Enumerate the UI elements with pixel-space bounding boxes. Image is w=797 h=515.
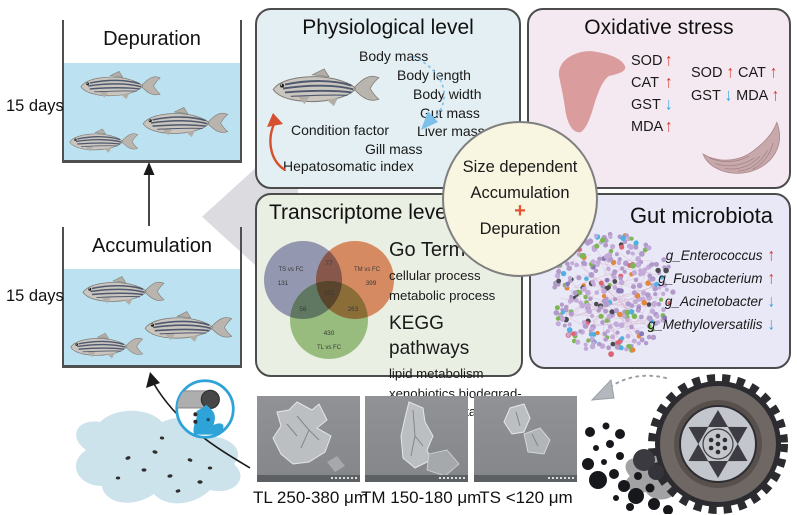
venn-count: 131 — [278, 280, 289, 287]
taxon-row: g_Enterococcus ↑ — [665, 245, 776, 266]
taxon-row: g_Methyloversatilis ↓ — [647, 314, 776, 335]
up-arrow-icon: ↑ — [767, 268, 776, 289]
venn-count: 151 — [324, 290, 335, 297]
arrow-accumulation-to-depuration — [143, 162, 155, 226]
sem-image-ts — [474, 396, 577, 482]
gill-marker-row: SOD ↑ CAT ↑ — [691, 62, 778, 83]
zebrafish-icon — [69, 128, 139, 154]
sem-scalebar — [365, 475, 468, 482]
liver-icon — [558, 51, 626, 133]
down-arrow-icon: ↓ — [724, 85, 733, 106]
condition-factor: Condition factor — [291, 122, 390, 138]
sem-image-tm — [365, 396, 468, 482]
zebrafish-icon — [144, 310, 233, 343]
summary-line-1: Size dependent — [462, 158, 578, 177]
taxon-row: g_Acinetobacter ↓ — [664, 291, 776, 312]
tire-wheel — [648, 374, 788, 514]
sem-images: TL 250-380 μm TM 150-180 μm TS <120 μm — [253, 396, 577, 512]
zebrafish-icon — [142, 106, 229, 138]
microbiota-network — [552, 231, 676, 357]
liver-marker-row: CAT ↑ — [631, 72, 673, 93]
gill-icon — [702, 121, 780, 174]
oxidative-title: Oxidative stress — [584, 16, 734, 39]
up-arrow-icon: ↑ — [726, 62, 734, 83]
accumulation-label: Accumulation — [91, 235, 213, 257]
go-term: cellular process — [389, 268, 481, 283]
venn-set-tm: TM vs FC — [354, 267, 381, 273]
down-arrow-icon: ↓ — [665, 94, 673, 115]
sem-scalebar — [474, 475, 577, 482]
dashed-decrease-arrow-icon — [412, 55, 445, 130]
depuration-duration: 15 days — [6, 97, 64, 115]
venn-set-tl: TL vs FC — [317, 345, 342, 351]
plus-sign: + — [514, 200, 526, 223]
accumulation-duration: 15 days — [6, 287, 64, 305]
sem-image-tl — [257, 396, 360, 482]
sem-label-tm: TM 150-180 μm — [361, 488, 482, 507]
transcriptome-title: Transcriptome level — [269, 201, 452, 224]
kegg-term: lipid metabolism — [389, 365, 484, 381]
accumulation-water — [64, 269, 240, 365]
down-arrow-icon: ↓ — [767, 291, 776, 312]
summary-line-2: Accumulation — [470, 183, 570, 202]
up-arrow-icon: ↑ — [767, 245, 776, 266]
depuration-tank: Depuration — [62, 20, 242, 163]
venn-count: 399 — [366, 280, 377, 287]
zebrafish-icon — [80, 70, 161, 100]
venn-set-ts: TS vs FC — [279, 267, 305, 273]
zebrafish-icon — [82, 275, 165, 306]
tire-icon — [582, 374, 788, 514]
venn-count: 430 — [324, 330, 335, 337]
summary-circle: Size dependent Accumulation + Depuration — [442, 121, 598, 277]
physiological-title: Physiological level — [302, 16, 474, 39]
zebrafish-icon — [69, 332, 144, 360]
liver-marker-row: SOD ↑ — [631, 50, 673, 71]
microbiota-title: Gut microbiota — [629, 203, 773, 228]
wastewater-outfall-icon — [175, 379, 235, 439]
depuration-water — [64, 63, 240, 160]
up-arrow-icon: ↑ — [771, 85, 780, 106]
wear-particles — [582, 422, 673, 514]
depuration-label: Depuration — [103, 28, 201, 50]
liver-marker-row: MDA ↑ — [631, 116, 673, 137]
gill-marker-row: GST ↓ MDA ↑ — [691, 85, 780, 106]
venn-count: 56 — [299, 306, 307, 313]
taxon-row: g_Fusobacterium ↑ — [658, 268, 776, 289]
up-arrow-icon: ↑ — [769, 62, 778, 83]
measure-liver-mass: Liver mass — [417, 123, 485, 139]
sem-label-tl: TL 250-380 μm — [253, 488, 368, 507]
measure-body-mass: Body mass — [359, 48, 429, 64]
go-term: metabolic process — [389, 287, 496, 303]
measure-gill-mass: Gill mass — [365, 141, 423, 157]
liver-marker-row: GST ↓ — [631, 94, 673, 115]
venn-count: 77 — [325, 260, 333, 267]
up-arrow-icon: ↑ — [665, 50, 673, 71]
measure-gut-mass: Gut mass — [420, 105, 480, 121]
venn-count: 263 — [348, 306, 359, 313]
zebrafish-icon — [272, 67, 380, 108]
go-terms-heading: Go Terms — [389, 239, 476, 261]
up-arrow-icon: ↑ — [665, 72, 673, 93]
measure-body-length: Body length — [397, 67, 471, 83]
down-arrow-icon: ↓ — [767, 314, 776, 335]
accumulation-tank: Accumulation — [62, 227, 242, 368]
venn-diagram: TS vs FC TM vs FC TL vs FC 131 77 399 15… — [264, 241, 394, 359]
sem-scalebar — [257, 475, 360, 482]
summary-line-3: Depuration — [479, 220, 561, 239]
measure-body-width: Body width — [413, 86, 482, 102]
physiological-panel: Physiological level Body mass Body lengt… — [255, 8, 521, 189]
sem-label-ts: TS <120 μm — [479, 488, 573, 507]
increase-arrow-icon — [267, 113, 286, 172]
kegg-heading: KEGG pathways — [389, 312, 470, 360]
hepatosomatic-index: Hepatosomatic index — [283, 158, 414, 174]
up-arrow-icon: ↑ — [665, 116, 673, 137]
